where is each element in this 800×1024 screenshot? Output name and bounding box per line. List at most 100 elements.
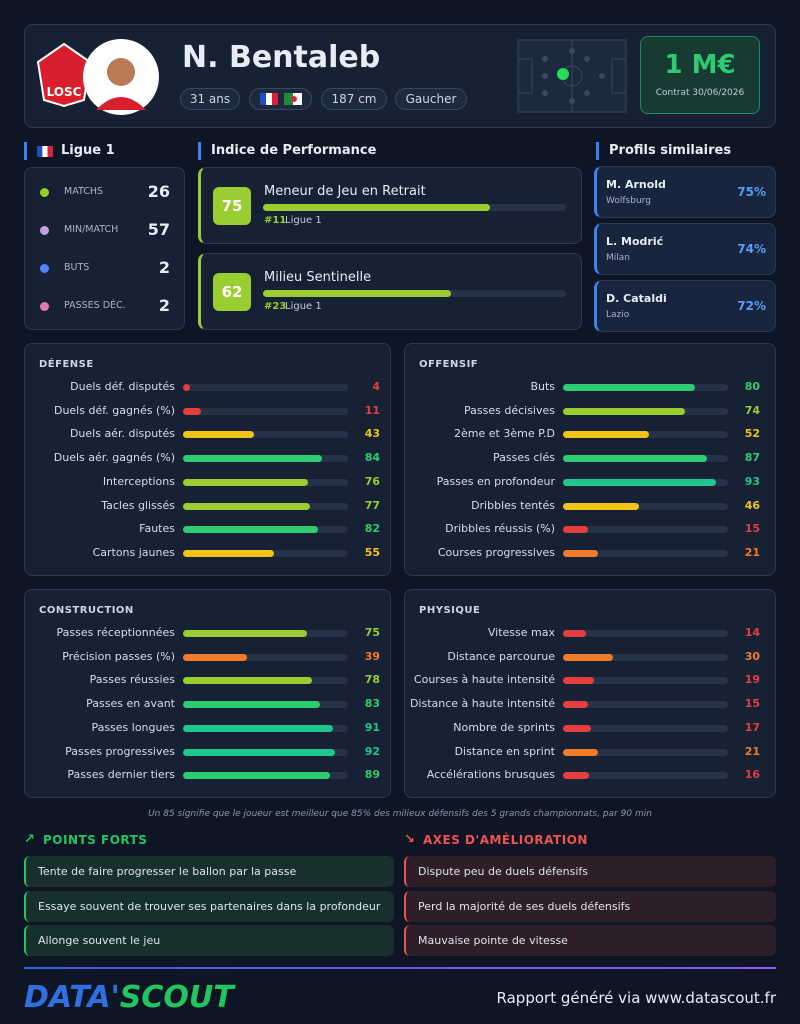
player-name: N. Bentaleb [182,40,381,75]
metric-bar [563,407,686,415]
metric-value: 21 [744,744,760,758]
market-value: 1 M€ [664,50,736,80]
stat-icon [40,226,49,235]
foot: Gaucher [395,88,467,110]
stat-icon [40,302,49,311]
metric-label: Passes en avant [86,697,175,711]
brand-a: DATA' [24,980,120,1015]
perf-bar [263,204,491,211]
metric-bar [563,724,592,732]
metric-label: Dribbles réussis (%) [445,522,555,536]
value-box [640,36,760,114]
metric-bar [183,549,274,557]
credit: Rapport généré via www.datascout.fr [496,989,776,1007]
metric-bar [563,384,695,391]
perf-bar [263,290,451,297]
section-card [24,589,391,798]
metric-label: Distance en sprint [454,744,555,758]
height: 187 cm [321,88,387,110]
metric-value: 11 [364,403,380,417]
metric-value: 80 [744,380,760,393]
metric-label: Passes réussies [89,673,175,687]
metric-value: 76 [364,474,380,488]
metric-label: Passes dernier tiers [67,768,175,782]
similar-club: Lazio [606,310,630,320]
metric-value: 82 [364,522,380,536]
metric-bar [183,526,319,534]
metric-value: 21 [744,545,760,559]
similar-name: L. Modrić [606,235,664,248]
metric-value: 52 [744,427,760,441]
brand: DATA'SCOUT [24,980,234,1015]
metric-value: 43 [364,427,380,441]
metric-bar [563,653,613,661]
metric-label: Fautes [139,522,175,536]
section-title: DÉFENSE [39,359,94,370]
metric-bar [183,384,190,391]
perf-league: Ligue 1 [285,301,322,312]
metric-bar [563,478,717,486]
stats-card [24,167,185,330]
metric-value: 4 [372,380,380,393]
metric-value: 75 [364,626,380,639]
metric-bar [563,772,590,780]
metric-label: Précision passes (%) [62,649,175,663]
metric-value: 89 [364,768,380,782]
stat-label: BUTS [64,262,90,273]
similar-heading: Profils similaires [596,142,731,160]
metric-bar [183,502,311,510]
metric-track [563,677,728,685]
similar-club: Wolfsburg [606,196,651,206]
metric-track [563,748,728,756]
metric-label: Vitesse max [487,626,555,639]
metric-track [563,630,728,637]
list-item: Mauvaise pointe de vitesse [404,925,776,956]
perf-role: Milieu Sentinelle [264,270,372,285]
perf-score: 62 [213,273,251,311]
section-title: CONSTRUCTION [39,605,134,616]
metric-track [183,384,348,391]
metric-value: 46 [744,498,760,512]
metric-bar [183,677,312,685]
metric-track [183,407,348,415]
similar-card [594,280,776,332]
metric-label: Distance à haute intensité [409,697,555,711]
metric-label: Courses progressives [437,545,555,559]
metric-bar [183,455,322,463]
metric-value: 16 [744,768,760,782]
metric-value: 78 [364,673,380,687]
position-pitch [517,39,627,113]
list-icon: ↗ [24,832,35,847]
metric-value: 74 [744,403,760,417]
stat-label: MATCHS [64,186,104,197]
metric-bar [563,748,598,756]
metric-track [563,701,728,709]
league-name: Ligue 1 [61,143,115,158]
metric-bar [183,772,330,780]
list-item: Perd la majorité de ses duels défensifs [404,890,776,922]
perf-league: Ligue 1 [285,215,322,226]
list-item: Tente de faire progresser le ballon par … [24,856,394,887]
metric-label: 2ème et 3ème P.D [454,427,555,441]
metric-label: Courses à haute intensité [413,673,555,687]
metric-bar [183,478,309,486]
contract: Contrat 30/06/2026 [655,88,745,98]
metric-label: Passes en profondeur [436,474,555,488]
metric-value: 14 [744,626,760,639]
section-title: PHYSIQUE [419,605,481,616]
perf-heading: Indice de Performance [198,142,376,160]
stat-icon [40,188,49,197]
metric-value: 55 [364,545,380,559]
metric-value: 30 [744,649,760,663]
metric-bar [563,431,649,439]
stat-value: 2 [158,258,170,277]
metric-label: Dribbles tentés [471,498,555,512]
age: 31 ans [180,88,240,110]
metric-track [183,431,348,439]
metric-label: Duels aér. gagnés (%) [53,451,175,465]
metric-value: 17 [744,720,760,734]
metric-track [563,772,728,780]
list-item: Allonge souvent le jeu [24,925,394,956]
metric-track [563,724,728,732]
metric-label: Accélérations brusques [426,768,555,782]
